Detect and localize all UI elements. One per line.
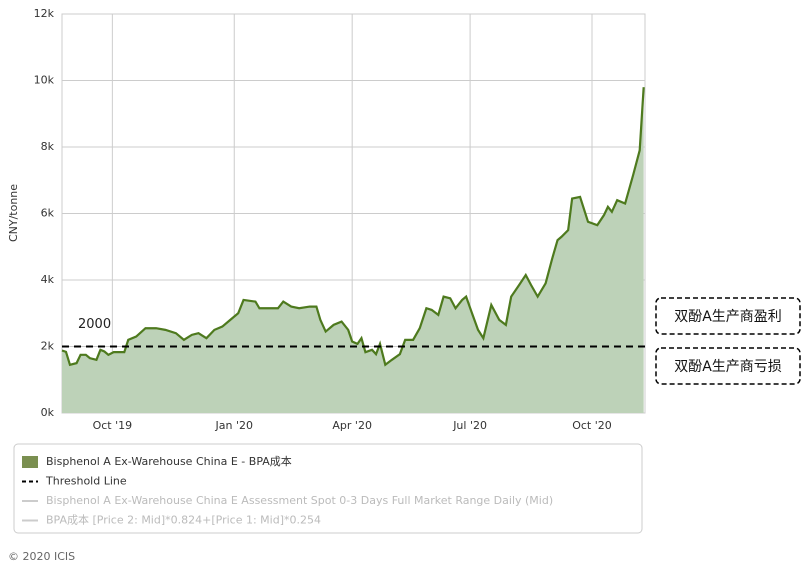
legend-label: Threshold Line (45, 475, 127, 488)
y-tick-label: 8k (41, 140, 55, 153)
annotation-box (655, 297, 801, 335)
y-tick-label: 12k (34, 7, 55, 20)
x-tick-label: Jan '20 (215, 419, 253, 432)
area-line (61, 87, 645, 367)
legend-swatch (22, 456, 38, 468)
legend-label: Bisphenol A Ex-Warehouse China E Assessm… (46, 494, 553, 507)
area-fill (62, 87, 644, 414)
legend-label: Bisphenol A Ex-Warehouse China E - BPA成本 (46, 454, 292, 468)
legend-label: BPA成本 [Price 2: Mid]*0.824+[Price 1: Mid… (46, 513, 321, 527)
annotation: 双酚A生产商盈利 (674, 309, 782, 325)
annotation: 双酚A生产商亏损 (674, 359, 782, 375)
threshold-label: 2000 (78, 317, 111, 332)
credit: © 2020 ICIS (8, 550, 75, 563)
y-tick-label: 6k (41, 207, 55, 220)
x-tick-label: Oct '19 (93, 419, 133, 432)
x-tick-label: Apr '20 (332, 419, 372, 432)
y-tick-label: 2k (41, 340, 55, 353)
x-tick-label: Oct '20 (572, 419, 612, 432)
y-axis-label: CNY/tonne (7, 184, 20, 242)
annotation-box (655, 347, 801, 385)
y-tick-label: 0k (41, 406, 55, 419)
legend-box (13, 443, 643, 534)
y-tick-label: 4k (41, 273, 55, 286)
x-tick-label: Jul '20 (452, 419, 487, 432)
y-tick-label: 10k (34, 74, 55, 87)
